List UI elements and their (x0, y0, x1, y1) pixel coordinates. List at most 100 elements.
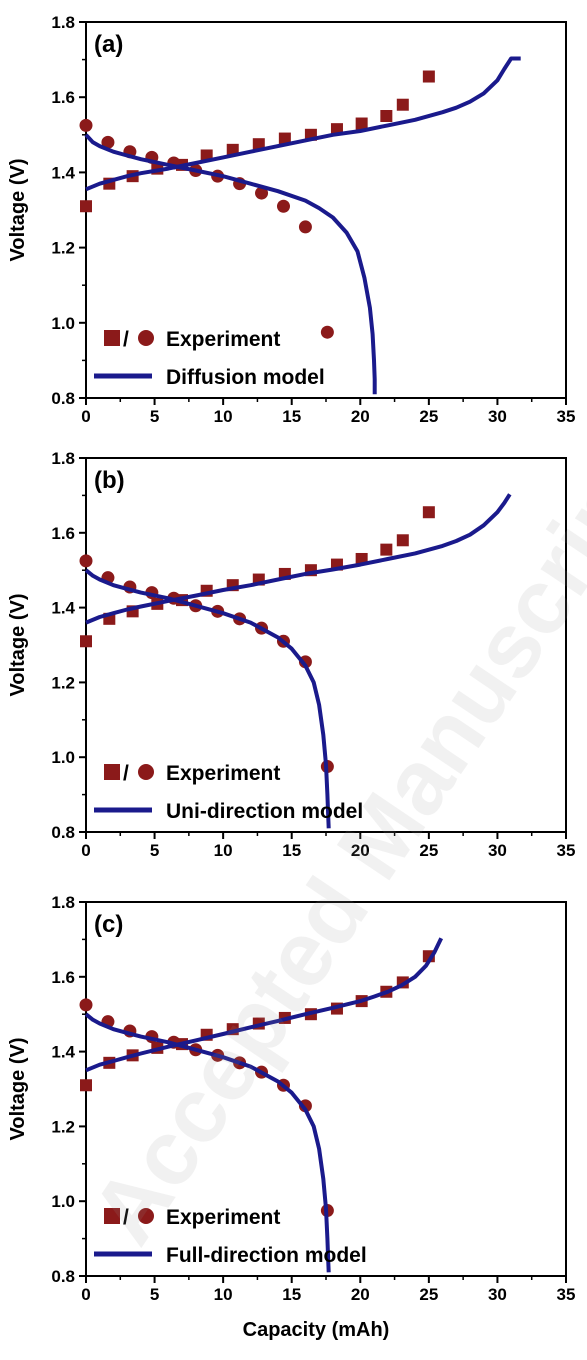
panel-label: (a) (94, 31, 123, 58)
experiment-charge-point (278, 132, 291, 145)
x-tick-label: 15 (282, 1285, 301, 1304)
legend-model-label: Uni-direction model (166, 800, 363, 823)
x-tick-label: 30 (488, 841, 507, 860)
x-tick-label: 20 (351, 407, 370, 426)
x-tick-label: 35 (557, 841, 576, 860)
y-tick-label: 1.0 (51, 1192, 75, 1211)
legend: / Experiment Full-direction model (94, 1206, 367, 1267)
x-tick-label: 0 (81, 841, 90, 860)
experiment-charge-point (226, 1023, 239, 1036)
legend-circle-marker (138, 1208, 154, 1224)
y-tick-label: 1.4 (51, 163, 75, 182)
x-tick-label: 35 (557, 407, 576, 426)
experiment-discharge-point (101, 135, 115, 149)
x-tick-label: 20 (351, 841, 370, 860)
experiment-charge-point (396, 98, 409, 111)
y-tick-label: 1.2 (51, 239, 75, 258)
y-tick-label: 1.2 (51, 1117, 75, 1136)
x-tick-label: 10 (214, 407, 233, 426)
x-tick-label: 10 (214, 1285, 233, 1304)
legend-experiment-label: Experiment (166, 762, 280, 785)
panel-label: (b) (94, 467, 125, 494)
experiment-charge-point (422, 70, 435, 83)
legend: / Experiment Diffusion model (94, 328, 325, 389)
x-tick-label: 15 (282, 407, 301, 426)
legend-separator: / (123, 328, 129, 351)
y-tick-label: 1.8 (51, 893, 75, 912)
x-tick-label: 0 (81, 407, 90, 426)
experiment-charge-point (80, 200, 92, 213)
x-tick-label: 5 (150, 407, 159, 426)
y-tick-label: 0.8 (51, 1267, 75, 1286)
x-axis-label: Capacity (mAh) (243, 1319, 390, 1341)
experiment-charge-point (355, 117, 368, 130)
chart-panel-b: 0 5 10 15 20 25 30 35 0.8 1.0 1.2 1.4 1.6 1.8 Voltage … (7, 449, 575, 860)
legend-experiment-label: Experiment (166, 1206, 280, 1229)
model-charge-curve (85, 493, 512, 625)
experiment-discharge-point (79, 554, 93, 568)
legend-circle-marker (138, 330, 154, 346)
experiment-discharge-point (298, 220, 312, 234)
experiment-discharge-point (320, 325, 334, 339)
legend-square-marker (104, 764, 120, 780)
y-axis-label: Voltage (V) (7, 1038, 29, 1141)
experiment-charge-point (252, 138, 265, 151)
legend-model-label: Diffusion model (166, 366, 325, 389)
experiment-discharge-point (255, 186, 269, 200)
x-tick-label: 20 (351, 1285, 370, 1304)
legend-square-marker (104, 1208, 120, 1224)
legend-circle-marker (138, 764, 154, 780)
x-tick-label: 10 (214, 841, 233, 860)
y-axis-label: Voltage (V) (7, 594, 29, 697)
x-tick-label: 5 (150, 841, 159, 860)
y-tick-label: 1.4 (51, 1043, 75, 1062)
experiment-charge-point (422, 506, 435, 519)
experiment-discharge-point (79, 118, 93, 132)
x-tick-label: 25 (419, 841, 438, 860)
chart-panel-a: 0 5 10 15 20 25 30 35 0.8 1.0 1.2 1.4 1.6 1.8 Voltage … (7, 13, 575, 426)
y-tick-label: 1.6 (51, 88, 75, 107)
x-tick-label: 25 (419, 407, 438, 426)
y-tick-label: 1.6 (51, 968, 75, 987)
y-tick-label: 1.0 (51, 314, 75, 333)
y-tick-label: 1.0 (51, 748, 75, 767)
legend-separator: / (123, 762, 129, 785)
y-tick-label: 1.6 (51, 524, 75, 543)
legend-separator: / (123, 1206, 129, 1229)
legend: / Experiment Uni-direction model (94, 762, 363, 823)
x-tick-label: 25 (419, 1285, 438, 1304)
y-tick-label: 1.8 (51, 13, 75, 32)
experiment-charge-point (80, 635, 92, 648)
legend-model-label: Full-direction model (166, 1244, 367, 1267)
y-tick-label: 1.8 (51, 449, 75, 468)
plot-frame (85, 21, 567, 399)
legend-square-marker (104, 330, 120, 346)
chart-panel-c: 0 5 10 15 20 25 30 35 0.8 1.0 1.2 1.4 1.6 1.8 Voltage … (7, 893, 575, 1341)
x-tick-label: 0 (81, 1285, 90, 1304)
y-tick-label: 0.8 (51, 823, 75, 842)
model-discharge-curve (84, 133, 377, 395)
model-charge-curve (85, 56, 521, 192)
experiment-charge-point (252, 573, 265, 586)
experiment-charge-point (80, 1079, 92, 1092)
model-charge-curve (85, 937, 443, 1073)
x-tick-label: 30 (488, 1285, 507, 1304)
experiment-discharge-point (276, 199, 290, 213)
model-discharge-curve (84, 1012, 331, 1273)
x-tick-label: 5 (150, 1285, 159, 1304)
model-discharge-curve (84, 568, 331, 829)
y-tick-label: 1.2 (51, 673, 75, 692)
experiment-charge-point (380, 543, 393, 556)
x-tick-label: 30 (488, 407, 507, 426)
experiment-charge-point (396, 534, 409, 547)
y-axis-label: Voltage (V) (7, 159, 29, 262)
y-tick-label: 0.8 (51, 389, 75, 408)
experiment-charge-point (380, 110, 393, 122)
panel-label: (c) (94, 911, 123, 938)
y-tick-label: 1.4 (51, 599, 75, 618)
x-tick-label: 35 (557, 1285, 576, 1304)
x-tick-label: 15 (282, 841, 301, 860)
legend-experiment-label: Experiment (166, 328, 280, 351)
experiment-discharge-point (79, 998, 93, 1012)
